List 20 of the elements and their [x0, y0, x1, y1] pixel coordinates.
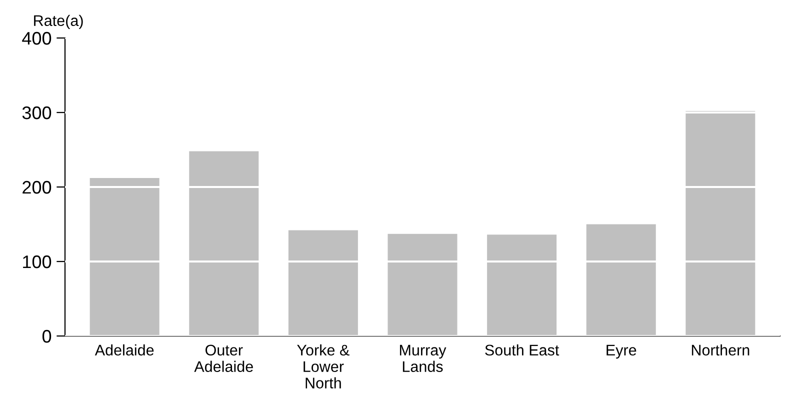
y-tick-label: 200	[22, 180, 52, 194]
y-tick-label: 400	[22, 32, 52, 45]
x-tick-label: Outer Adelaide	[194, 344, 253, 372]
bar	[586, 224, 656, 336]
bar	[90, 178, 160, 336]
y-axis-title: Rate(a)	[34, 14, 83, 30]
bar	[388, 234, 458, 336]
bar	[686, 111, 756, 336]
x-tick-label: Adelaide	[94, 344, 154, 356]
bar	[288, 230, 358, 336]
x-tick-label: Eyre	[606, 344, 636, 359]
x-tick-label: Yorke & Lower North	[297, 344, 350, 388]
x-tick-label: Murray Lands	[400, 344, 446, 372]
y-tick-label: 0	[42, 330, 52, 343]
y-tick-label: 300	[22, 106, 52, 120]
x-tick-label: South East	[485, 344, 560, 356]
bar	[487, 234, 557, 336]
x-tick-label: Northern	[692, 344, 750, 356]
y-tick-label: 100	[23, 255, 52, 268]
bar	[189, 151, 259, 336]
